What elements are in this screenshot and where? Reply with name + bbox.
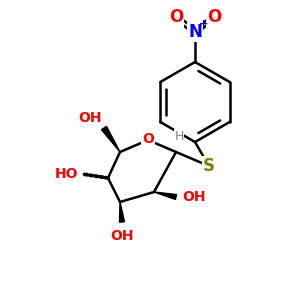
Text: S: S: [203, 157, 215, 175]
Polygon shape: [101, 126, 120, 152]
Text: N: N: [188, 23, 202, 41]
Polygon shape: [119, 202, 124, 222]
Text: O: O: [169, 8, 183, 26]
Text: OH: OH: [110, 229, 134, 243]
Text: H: H: [174, 130, 184, 142]
Text: O: O: [142, 132, 154, 146]
Text: OH: OH: [78, 111, 102, 125]
Polygon shape: [154, 192, 177, 200]
Text: HO: HO: [54, 167, 78, 181]
Text: OH: OH: [182, 190, 206, 204]
Text: O: O: [207, 8, 221, 26]
Text: +: +: [198, 19, 208, 29]
